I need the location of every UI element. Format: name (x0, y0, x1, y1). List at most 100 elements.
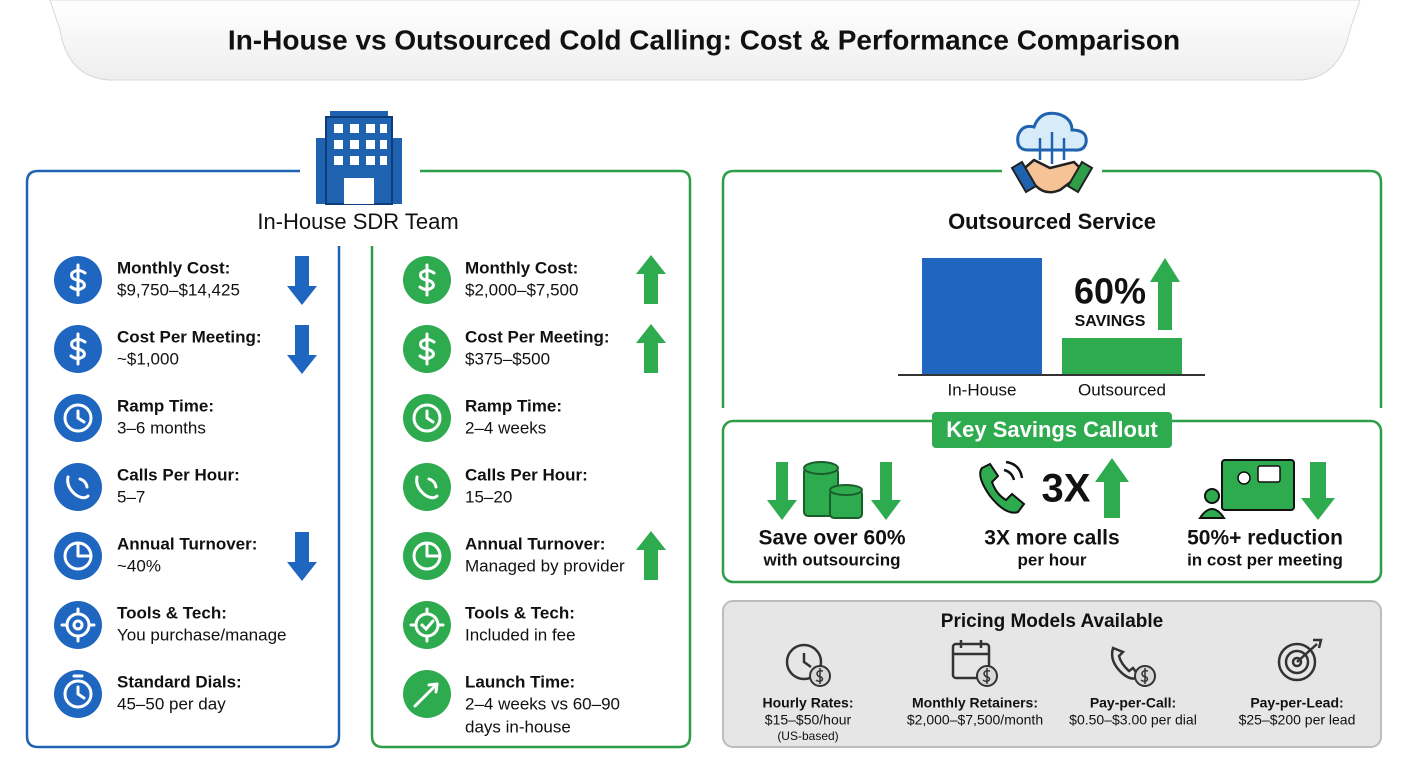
metric-value: $375–$500 (465, 349, 550, 368)
icon-glyph (60, 607, 96, 643)
callout-headline: 3X more calls (984, 527, 1119, 550)
callout-title: Key Savings Callout (946, 417, 1158, 442)
callout-sub: per hour (1018, 550, 1087, 569)
metric-icon (403, 601, 451, 649)
savings-badge: 60% (1074, 271, 1146, 312)
icon-glyph (413, 682, 439, 708)
pricing-label: Pay-per-Call: (1090, 695, 1176, 711)
pricing-value: $25–$200 per lead (1239, 712, 1356, 728)
outsourced-panel (370, 169, 692, 749)
metric-row: Ramp Time: 2–4 weeks (403, 394, 562, 442)
in-house-title: In-House SDR Team (257, 209, 458, 234)
down-arrow (287, 256, 317, 305)
pricing-badge (982, 668, 991, 684)
metric-label: Tools & Tech: (465, 603, 575, 622)
metric-row: Cost Per Meeting: ~$1,000 (54, 325, 317, 374)
callout-badge (932, 412, 1172, 448)
icon-glyph (72, 619, 84, 631)
savings-badge-sub: SAVINGS (1075, 313, 1146, 330)
up-arrow (636, 531, 666, 580)
pricing-title: Pricing Models Available (941, 611, 1163, 632)
service-title: Outsourced Service (948, 209, 1156, 234)
metric-value: days in-house (465, 717, 571, 736)
cloud-handshake-icon (1010, 111, 1094, 194)
icon-glyph (412, 403, 442, 433)
pricing-badge (815, 668, 824, 684)
icon-glyph (409, 607, 445, 643)
pricing-label: Monthly Retainers: (912, 695, 1038, 711)
callout-multiplier: 3X (1042, 467, 1091, 511)
pricing-icon (951, 642, 991, 680)
pricing-icon (1291, 656, 1303, 668)
metric-label: Calls Per Hour: (117, 465, 240, 484)
pricing-label: Pay-per-Lead: (1250, 695, 1343, 711)
down-arrow (287, 325, 317, 374)
metric-row: Annual Turnover: ~40% (54, 532, 317, 581)
metric-icon (403, 463, 451, 511)
metric-value: 2–4 weeks vs 60–90 (465, 694, 620, 713)
icon-glyph (76, 685, 86, 700)
metric-label: Annual Turnover: (117, 534, 257, 553)
service-panel (721, 169, 1383, 408)
metric-icon (54, 463, 102, 511)
metric-row: Tools & Tech: You purchase/manage (54, 601, 287, 649)
pricing-note: (US-based) (777, 729, 838, 743)
metric-row: Monthly Cost: $9,750–$14,425 (54, 256, 317, 305)
up-arrow (636, 324, 666, 373)
metric-row: Standard Dials: 45–50 per day (54, 670, 242, 718)
metric-value: $2,000–$7,500 (465, 280, 578, 299)
metric-value: You purchase/manage (117, 625, 287, 644)
pricing-badge (1140, 668, 1149, 684)
metric-label: Launch Time: (465, 672, 575, 691)
metric-value: Included in fee (465, 625, 576, 644)
callout-headline: 50%+ reduction (1187, 527, 1343, 550)
icon-glyph (76, 409, 86, 424)
pricing-panel (722, 600, 1382, 748)
up-arrow (636, 255, 666, 304)
outsourced-bar (1062, 338, 1182, 375)
meeting-icon (1198, 459, 1335, 520)
metric-value: 15–20 (465, 487, 512, 506)
metric-value: ~$1,000 (117, 349, 179, 368)
metric-label: Calls Per Hour: (465, 465, 588, 484)
pricing-icon (1284, 649, 1310, 675)
metric-value: Managed by provider (465, 556, 625, 575)
header-banner (49, 0, 1361, 81)
metric-row: Monthly Cost: $2,000–$7,500 (403, 255, 666, 304)
metric-label: Annual Turnover: (465, 534, 605, 553)
metric-value: $9,750–$14,425 (117, 280, 240, 299)
pricing-icon (1296, 638, 1323, 663)
pricing-label: Hourly Rates: (762, 695, 853, 711)
metric-label: Tools & Tech: (117, 603, 227, 622)
metric-row: Annual Turnover: Managed by provider (403, 531, 666, 580)
metric-value: 45–50 per day (117, 694, 226, 713)
icon-glyph (425, 409, 435, 424)
metric-label: Monthly Cost: (117, 258, 230, 277)
metric-row: Tools & Tech: Included in fee (403, 601, 576, 649)
metric-icon (54, 601, 102, 649)
metric-row: Cost Per Meeting: $375–$500 (403, 324, 666, 373)
icon-glyph (63, 679, 93, 709)
metric-row: Calls Per Hour: 15–20 (403, 463, 588, 511)
bar-label: Outsourced (1078, 380, 1166, 399)
metric-label: Cost Per Meeting: (465, 327, 610, 346)
bar-label: In-House (948, 380, 1017, 399)
metric-label: Monthly Cost: (465, 258, 578, 277)
metric-value: 5–7 (117, 487, 145, 506)
up-arrow (1150, 258, 1180, 330)
callout-headline: Save over 60% (758, 527, 905, 550)
metric-value: 2–4 weeks (465, 418, 546, 437)
phone-icon (979, 458, 1129, 518)
metric-label: Standard Dials: (117, 672, 242, 691)
callout-sub: in cost per meeting (1187, 550, 1343, 569)
metric-value: ~40% (117, 556, 161, 575)
icon-glyph (415, 475, 439, 500)
pricing-icon (785, 643, 823, 681)
icon-glyph (427, 477, 438, 489)
pricing-icon (1277, 642, 1317, 682)
metric-row: Ramp Time: 3–6 months (54, 394, 214, 442)
metric-label: Cost Per Meeting: (117, 327, 262, 346)
pricing-icon (953, 640, 989, 656)
callout-sub: with outsourcing (763, 550, 901, 569)
